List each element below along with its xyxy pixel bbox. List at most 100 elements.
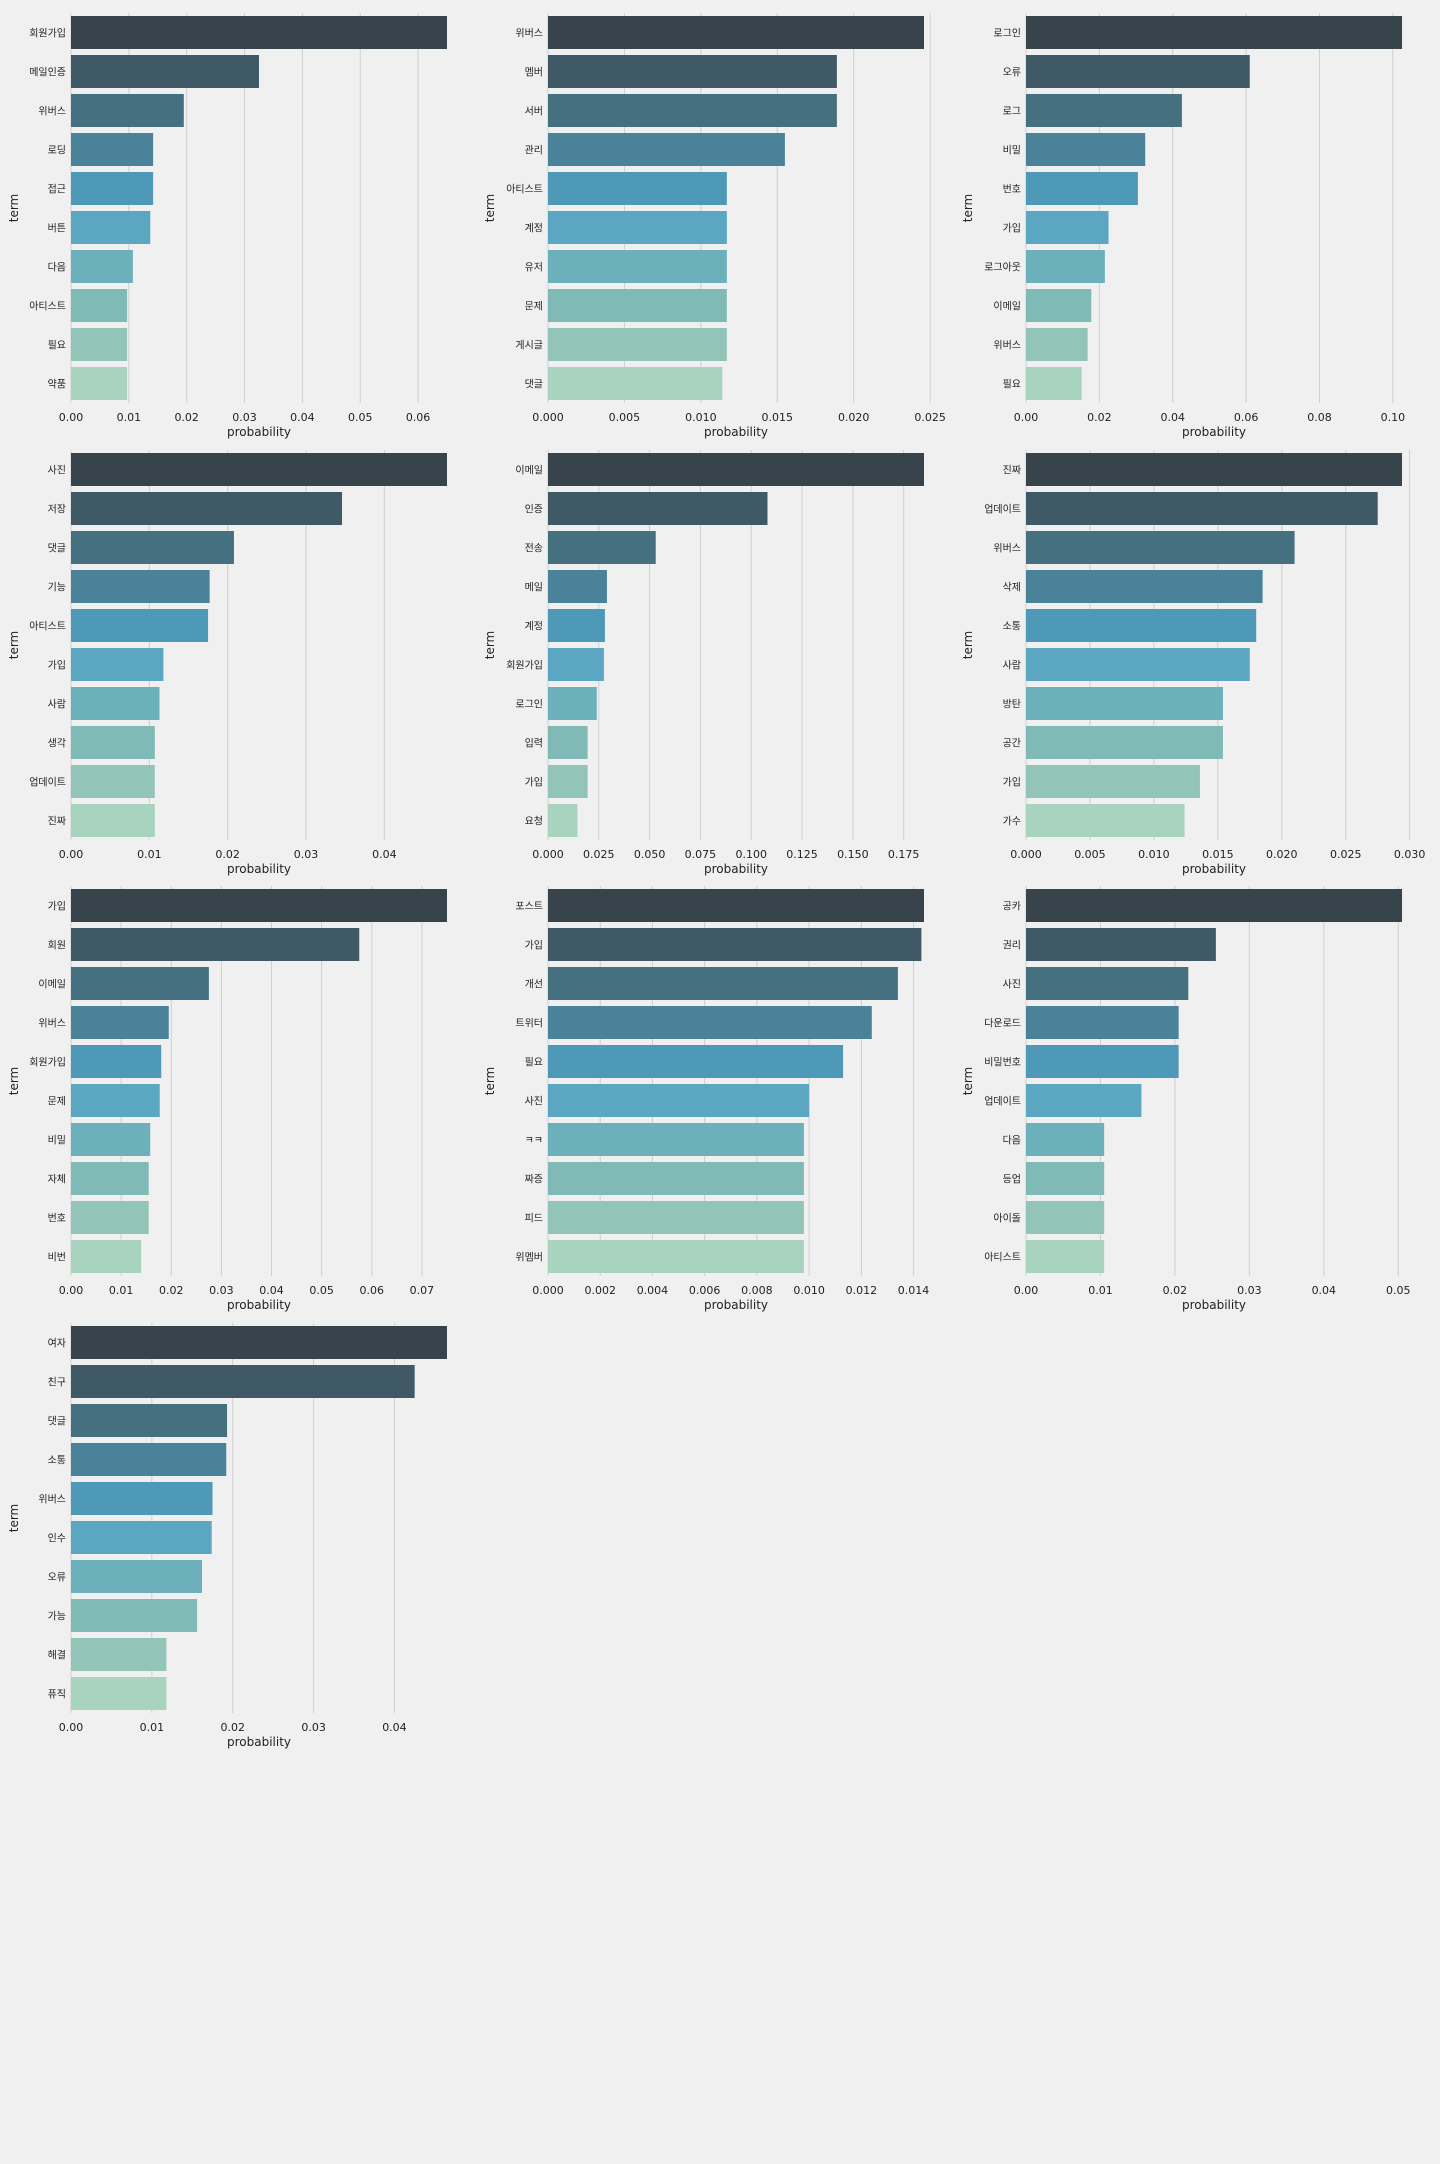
x-tick-label: 0.00 [59, 411, 84, 424]
category-label: 가입 [525, 776, 543, 789]
x-tick-label: 0.01 [117, 411, 142, 424]
x-tick-label: 0.075 [685, 848, 717, 861]
x-tick-label: 0.00 [59, 1721, 84, 1734]
category-label: 회원가입 [29, 27, 66, 40]
x-tick-label: 0.012 [846, 1284, 878, 1297]
category-label: 위버스 [993, 542, 1021, 555]
bar [548, 16, 924, 49]
x-tick-label: 0.04 [259, 1284, 284, 1297]
category-label: 댓글 [48, 543, 66, 555]
category-label: 관리 [525, 145, 543, 157]
bar [71, 172, 154, 205]
category-label: 소통 [1003, 621, 1021, 633]
bar [71, 133, 154, 166]
x-tick-label: 0.03 [301, 1721, 326, 1734]
y-axis-title: term [961, 631, 975, 660]
bar [1026, 609, 1257, 642]
category-label: 가능 [48, 1611, 66, 1623]
x-tick-label: 0.00 [59, 848, 84, 861]
bar [1026, 1006, 1179, 1039]
category-label: 회원 [48, 940, 66, 952]
category-label: 가입 [48, 900, 66, 913]
category-label: 약품 [48, 379, 66, 391]
x-tick-label: 0.06 [1234, 411, 1259, 424]
bar [548, 133, 785, 166]
category-label: 가수 [1003, 816, 1021, 828]
category-label: 자체 [48, 1174, 66, 1186]
category-label: 계정 [525, 621, 543, 633]
x-tick-label: 0.015 [762, 411, 794, 424]
x-tick-label: 0.030 [1394, 848, 1426, 861]
x-tick-label: 0.06 [360, 1284, 385, 1297]
category-label: 위버스 [38, 1493, 66, 1506]
bar [548, 687, 597, 720]
x-tick-label: 0.000 [1010, 848, 1042, 861]
bar [548, 55, 837, 88]
bar [71, 765, 155, 798]
bar [548, 1201, 804, 1234]
bar [71, 1006, 169, 1039]
category-label: 유저 [525, 262, 543, 274]
category-label: 가입 [525, 939, 543, 952]
category-label: 메일 [525, 582, 543, 594]
bar [1026, 889, 1402, 922]
category-label: 업데이트 [984, 1095, 1021, 1108]
bar [71, 531, 234, 564]
x-tick-label: 0.02 [220, 1721, 245, 1734]
x-tick-label: 0.014 [898, 1284, 930, 1297]
category-label: 여자 [48, 1338, 66, 1350]
category-label: 서버 [525, 106, 543, 118]
bar [548, 1006, 872, 1039]
bar [1026, 967, 1189, 1000]
y-axis-title: term [961, 1067, 975, 1096]
bar [1026, 531, 1295, 564]
bar [71, 804, 155, 837]
x-tick-label: 0.05 [1386, 1284, 1411, 1297]
x-axis-title: probability [704, 1298, 768, 1312]
category-label: 퓨직 [48, 1689, 66, 1701]
x-tick-label: 0.025 [583, 848, 615, 861]
x-tick-label: 0.05 [309, 1284, 334, 1297]
category-label: 비밀 [1003, 145, 1021, 157]
bar [71, 289, 128, 322]
category-label: 공간 [1003, 738, 1021, 750]
x-tick-label: 0.03 [1237, 1284, 1262, 1297]
category-label: 개선 [525, 979, 543, 991]
category-label: 피드 [525, 1213, 543, 1225]
bar [71, 1443, 227, 1476]
x-tick-label: 0.02 [1163, 1284, 1188, 1297]
bar [71, 609, 209, 642]
x-tick-label: 0.175 [888, 848, 920, 861]
x-tick-label: 0.07 [410, 1284, 435, 1297]
x-tick-label: 0.01 [140, 1721, 165, 1734]
x-tick-label: 0.06 [406, 411, 431, 424]
category-label: 비밀번호 [984, 1057, 1021, 1069]
category-label: 가입 [48, 659, 66, 672]
bar [71, 367, 128, 400]
x-axis-title: probability [704, 862, 768, 876]
category-label: 아티스트 [29, 301, 66, 313]
x-tick-label: 0.02 [1087, 411, 1112, 424]
category-label: 위버스 [38, 105, 66, 118]
bar [548, 1162, 804, 1195]
bar [71, 328, 128, 361]
category-label: ㅋㅋ [525, 1136, 543, 1147]
category-label: 로그아웃 [984, 262, 1021, 274]
bar [1026, 250, 1105, 283]
bar [71, 211, 151, 244]
category-label: 계정 [525, 223, 543, 235]
x-tick-label: 0.03 [294, 848, 319, 861]
bar [71, 1638, 167, 1671]
bar [71, 687, 160, 720]
bar [1026, 726, 1223, 759]
bar [71, 889, 447, 922]
x-tick-label: 0.02 [215, 848, 240, 861]
bar [548, 492, 768, 525]
